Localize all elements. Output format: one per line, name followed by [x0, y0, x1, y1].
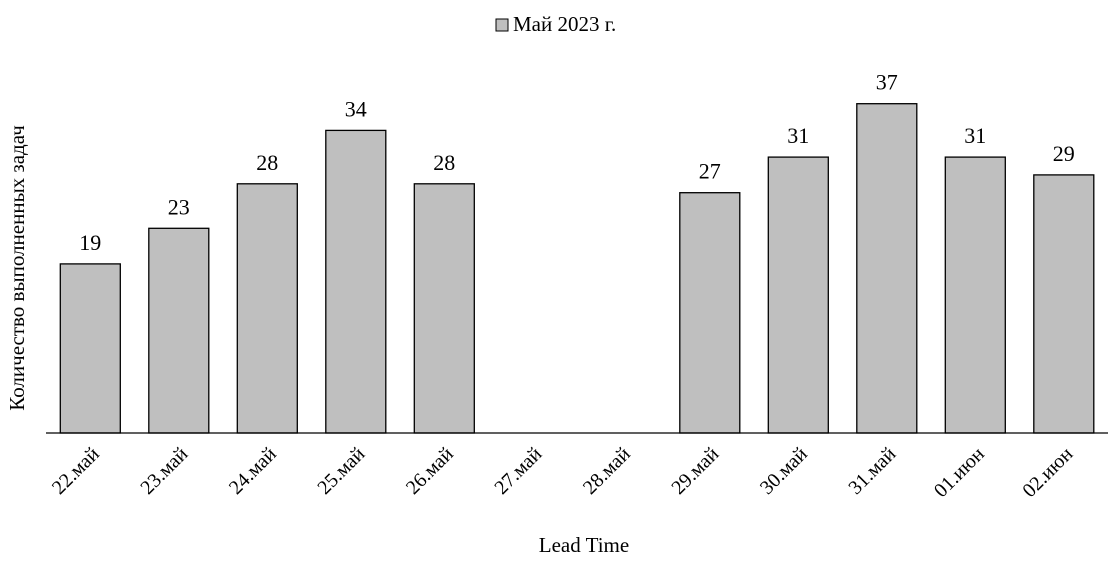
- x-tick-label-26.май: 26.май: [402, 443, 458, 499]
- data-label-26.май: 28: [433, 150, 455, 175]
- bar-26.май: [413, 183, 475, 434]
- bar-24.май: [236, 183, 298, 434]
- data-label-22.май: 19: [79, 230, 101, 255]
- bar-29.май: [679, 192, 741, 434]
- x-tick-label-28.май: 28.май: [579, 443, 635, 499]
- legend-label: Май 2023 г.: [513, 12, 616, 36]
- x-tick-label-27.май: 27.май: [490, 443, 546, 499]
- x-tick-label-22.май: 22.май: [48, 443, 104, 499]
- legend-swatch: [495, 18, 509, 32]
- x-tick-label-02.июн: 02.июн: [1018, 443, 1077, 502]
- data-label-31.май: 37: [876, 70, 898, 95]
- x-tick-labels-layer: 22.май 23.май 24.май 25.май 26.май 27.май 28.м…: [48, 443, 1078, 502]
- data-label-23.май: 23: [168, 194, 190, 219]
- bars-layer: [59, 103, 1095, 434]
- bar-23.май: [148, 227, 210, 434]
- x-tick-label-25.май: 25.май: [313, 443, 369, 499]
- bar-25.май: [325, 129, 387, 434]
- bar-30.май: [767, 156, 829, 434]
- x-tick-label-30.май: 30.май: [756, 443, 812, 499]
- x-tick-label-01.июн: 01.июн: [930, 443, 989, 502]
- bar-31.май: [856, 103, 918, 434]
- y-axis-title: Количество выполненных задач: [5, 125, 29, 411]
- data-label-30.май: 31: [787, 123, 809, 148]
- data-label-29.май: 27: [699, 159, 721, 184]
- x-tick-label-23.май: 23.май: [136, 443, 192, 499]
- x-axis-title: Lead Time: [539, 533, 629, 557]
- data-label-24.май: 28: [256, 150, 278, 175]
- bar-22.май: [59, 263, 121, 434]
- data-label-25.май: 34: [345, 96, 367, 121]
- data-label-02.июн: 29: [1053, 141, 1075, 166]
- data-label-01.июн: 31: [964, 123, 986, 148]
- x-tick-label-29.май: 29.май: [667, 443, 723, 499]
- bar-02.июн: [1033, 174, 1095, 434]
- data-labels-layer: 19 23 28 34 28 27 31 37 31 29: [79, 70, 1075, 255]
- x-tick-label-24.май: 24.май: [225, 443, 281, 499]
- bar-01.июн: [944, 156, 1006, 434]
- x-tick-label-31.май: 31.май: [844, 443, 900, 499]
- chart-legend: Май 2023 г.: [495, 12, 616, 36]
